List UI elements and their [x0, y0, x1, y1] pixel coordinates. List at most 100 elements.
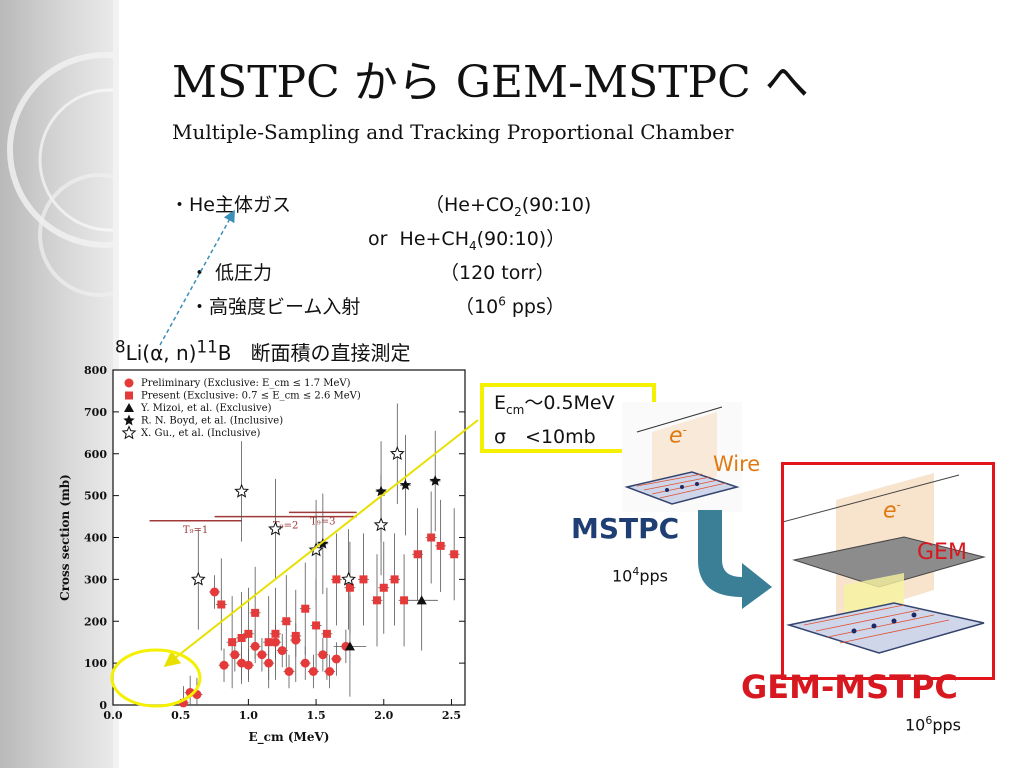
data-point-present: [251, 608, 260, 617]
decorative-sidebar: [0, 0, 113, 768]
callout-pointer: [163, 419, 479, 667]
dashed-arrow: [159, 209, 235, 346]
y-axis-label: Cross section (mb): [58, 474, 72, 601]
y-tick-label: 100: [84, 657, 107, 670]
data-point-present: [291, 631, 300, 640]
x-tick-label: 1.5: [307, 709, 326, 722]
x-tick-label: 0.5: [171, 709, 190, 722]
y-tick-label: 0: [99, 699, 107, 712]
bullet-or-line: or He+CH4(90:10)）: [368, 228, 566, 253]
data-point-preliminary: [318, 650, 328, 660]
data-point-gu: [190, 571, 206, 586]
low-energy-highlight: [110, 648, 202, 708]
data-point-preliminary: [219, 660, 229, 670]
data-point-present: [359, 575, 368, 584]
data-point-present: [390, 575, 399, 584]
bullet-low-pressure: ・ 低圧力: [190, 262, 273, 284]
bullet-he-gas: ・He主体ガス: [170, 190, 291, 217]
mstpc-electron-label: e-: [669, 423, 687, 449]
wire-label: Wire: [713, 452, 761, 476]
data-point-present: [125, 391, 133, 400]
chart-heading: 8Li(α, n)11B 断面積の直接測定: [115, 337, 411, 365]
data-point-present: [271, 629, 280, 638]
data-point-preliminary: [325, 667, 335, 676]
data-point-preliminary: [210, 587, 220, 597]
y-tick-label: 200: [84, 615, 107, 628]
data-point-preliminary: [237, 658, 247, 668]
legend-entry: X. Gu., et al. (Inclusive): [141, 428, 261, 439]
data-point-present: [301, 604, 310, 613]
data-point-gu: [121, 425, 137, 440]
data-point-present: [345, 583, 354, 592]
data-point-present: [282, 617, 291, 626]
data-point-preliminary: [331, 654, 341, 664]
data-point-present: [322, 629, 331, 638]
callout-sigma: σ <10mb: [494, 426, 596, 448]
gem-electron-label: e-: [883, 498, 901, 524]
mstpc-label: MSTPC: [571, 512, 680, 545]
x-tick-label: 2.5: [442, 709, 461, 722]
y-tick-label: 400: [84, 532, 107, 545]
data-point-present: [379, 583, 388, 592]
gem-foil: [792, 536, 986, 588]
data-point-present: [427, 533, 436, 542]
gem-mstpc-box: [781, 462, 995, 680]
data-point-gu: [308, 542, 324, 557]
slide-title: MSTPC から GEM-MSTPC へ: [172, 57, 809, 108]
upgrade-arrow: [698, 510, 772, 609]
bullet-he-gas-detail: （He+CO2(90:10): [425, 194, 592, 219]
data-point-boyd: [375, 485, 387, 497]
x-tick-label: 2.0: [374, 709, 393, 722]
data-point-gu: [341, 571, 357, 586]
data-point-present: [332, 575, 341, 584]
threshold-label: T₉=2: [273, 521, 298, 532]
mstpc-rate: 104pps: [612, 565, 669, 586]
data-point-preliminary: [284, 667, 294, 676]
y-tick-label: 600: [84, 448, 107, 461]
data-point-preliminary: [300, 658, 310, 668]
data-point-boyd: [123, 414, 135, 426]
bullet-high-intensity-detail: （106 pps）: [455, 294, 565, 318]
y-tick-label: 500: [84, 490, 107, 503]
x-tick-label: 0.0: [103, 709, 122, 722]
bullet-high-intensity: ・高強度ビーム入射: [190, 296, 361, 318]
data-point-present: [228, 638, 237, 647]
gem-pad-plane: [786, 602, 985, 654]
data-point-boyd: [429, 475, 441, 486]
sidebar-rings: [7, 52, 113, 297]
bullet-low-pressure-detail: （120 torr）: [440, 262, 555, 284]
legend-entry: Present (Exclusive: 0.7 ≤ E_cm ≤ 2.6 MeV…: [141, 391, 361, 402]
data-point-mizoi: [124, 403, 134, 412]
data-point-preliminary: [277, 646, 287, 656]
data-point-present: [264, 638, 273, 647]
y-tick-label: 300: [84, 573, 107, 586]
legend-entry: Y. Mizoi, et al. (Exclusive): [140, 403, 272, 414]
data-point-gu: [268, 521, 283, 536]
data-point-mizoi: [416, 595, 427, 605]
bullet-he-gas-label: ・He主体ガス: [170, 194, 291, 216]
data-point-present: [237, 634, 246, 642]
gem-label: GEM: [917, 540, 967, 565]
data-point-preliminary: [264, 658, 274, 668]
data-point-preliminary: [270, 637, 280, 647]
data-point-preliminary: [124, 378, 134, 388]
gem-mstpc-rate: 106pps: [905, 714, 962, 735]
data-point-present: [373, 596, 381, 605]
data-point-present: [450, 550, 459, 559]
legend-entry: Preliminary (Exclusive: E_cm ≤ 1.7 MeV): [141, 378, 351, 389]
data-point-boyd: [317, 537, 329, 549]
callout-ecm: Ecm～0.5MeV: [494, 392, 615, 417]
data-point-preliminary: [230, 650, 240, 660]
data-point-present: [312, 621, 321, 630]
data-point-gu: [234, 483, 250, 498]
x-tick-label: 1.0: [239, 709, 258, 722]
data-point-mizoi: [344, 641, 355, 651]
data-point-present: [244, 629, 253, 638]
gem-mstpc-diagram: [784, 473, 986, 654]
gem-mstpc-label: GEM-MSTPC: [741, 668, 958, 706]
upgrade-arrow-shape: [698, 510, 772, 609]
mstpc-diagram: [622, 402, 742, 512]
data-point-preliminary: [257, 650, 267, 660]
data-point-gu: [389, 445, 405, 461]
